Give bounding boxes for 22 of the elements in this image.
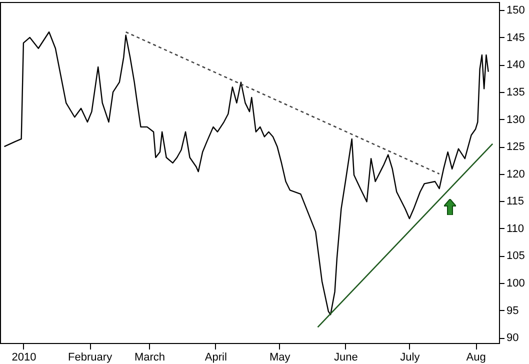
y-tick-label: 140 [506, 59, 525, 72]
y-tick-label: 115 [506, 196, 524, 208]
x-tick-label: June [334, 352, 358, 364]
y-tick-label: 130 [506, 114, 525, 126]
y-tick-label: 120 [506, 168, 525, 180]
x-tick-label: 2010 [12, 352, 36, 364]
y-tick-label: 100 [506, 277, 525, 290]
y-tick-label: 105 [506, 250, 525, 262]
y-tick-label: 135 [506, 86, 525, 99]
y-tick-label: 90 [506, 332, 519, 344]
x-tick-label: April [204, 352, 227, 364]
x-tick-label: Aug [466, 352, 486, 364]
x-tick-label: July [400, 352, 420, 364]
x-tick-label: February [68, 352, 113, 364]
line-series [4, 31, 489, 316]
y-tick-label: 110 [506, 222, 524, 235]
y-tick-label: 150 [506, 4, 525, 17]
x-tick-label: May [269, 352, 291, 364]
y-tick-label: 145 [506, 32, 525, 44]
y-tick-label: 95 [506, 304, 519, 317]
x-tick-label: March [134, 352, 166, 364]
y-tick-label: 125 [506, 141, 525, 154]
